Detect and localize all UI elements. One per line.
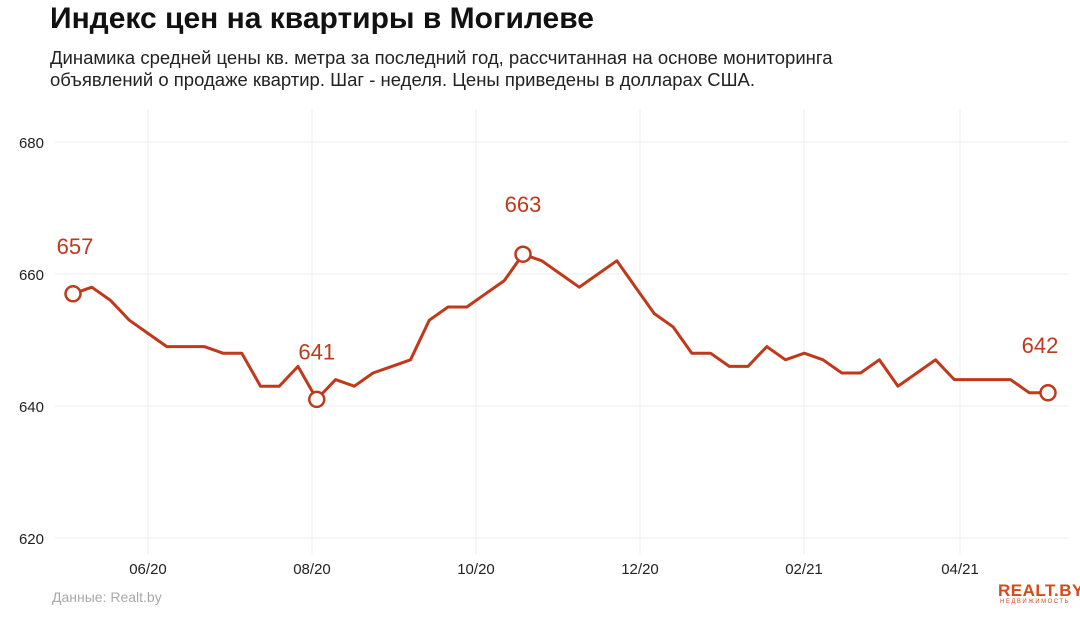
logo-subtext: НЕДВИЖИМОСТЬ [1000, 599, 1070, 605]
realt-logo[interactable]: REALT.BY НЕДВИЖИМОСТЬ [998, 581, 1080, 606]
data-point-marker [1039, 384, 1057, 402]
x-tick-label: 04/21 [941, 561, 979, 578]
x-tick-label: 02/21 [785, 561, 823, 578]
data-label: 642 [1022, 333, 1059, 358]
series-line [71, 252, 1050, 401]
chart-title: Индекс цен на квартиры в Могилеве [50, 2, 594, 35]
data-point-marker [514, 245, 532, 263]
data-label: 663 [505, 192, 542, 217]
x-tick-label: 06/20 [129, 561, 167, 578]
logo-text: REALT.BY [998, 581, 1080, 600]
data-label: 641 [298, 339, 335, 364]
chart-subtitle: Динамика средней цены кв. метра за после… [50, 47, 833, 90]
x-tick-label: 10/20 [457, 561, 495, 578]
y-tick-label: 680 [19, 135, 44, 152]
x-tick-label: 12/20 [621, 561, 659, 578]
data-point-marker [64, 285, 82, 303]
y-tick-label: 620 [19, 531, 44, 548]
x-tick-label: 08/20 [293, 561, 331, 578]
y-tick-label: 640 [19, 399, 44, 416]
data-label: 657 [57, 234, 94, 259]
data-point-marker [308, 390, 326, 409]
y-tick-label: 660 [19, 267, 44, 284]
data-source: Данные: Realt.by [52, 589, 162, 605]
